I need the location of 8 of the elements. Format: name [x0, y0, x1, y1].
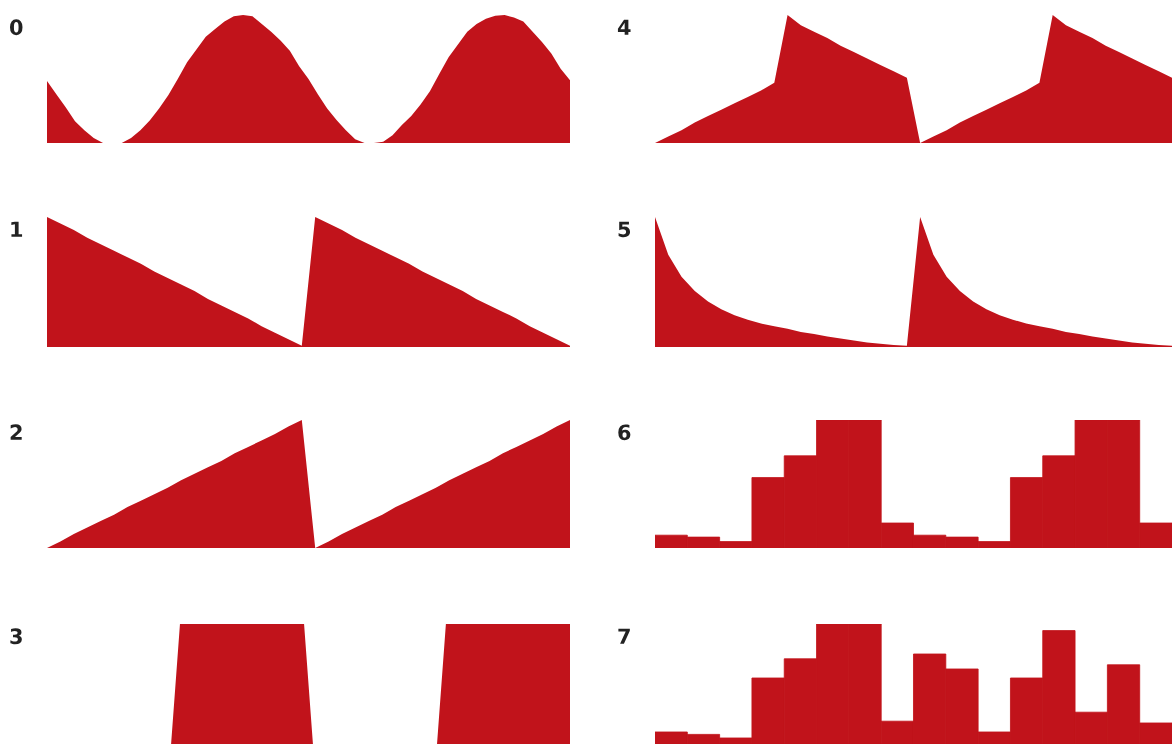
- chart-title: 4: [617, 19, 631, 35]
- chart-title: 0: [10, 19, 23, 36]
- chart-title: 2: [10, 424, 22, 440]
- chart-title: 5: [618, 221, 631, 238]
- chart-title: 1: [11, 221, 23, 237]
- chart-title: 6: [618, 424, 631, 441]
- chart-title: 3: [10, 628, 22, 645]
- chart-title: 7: [618, 628, 630, 644]
